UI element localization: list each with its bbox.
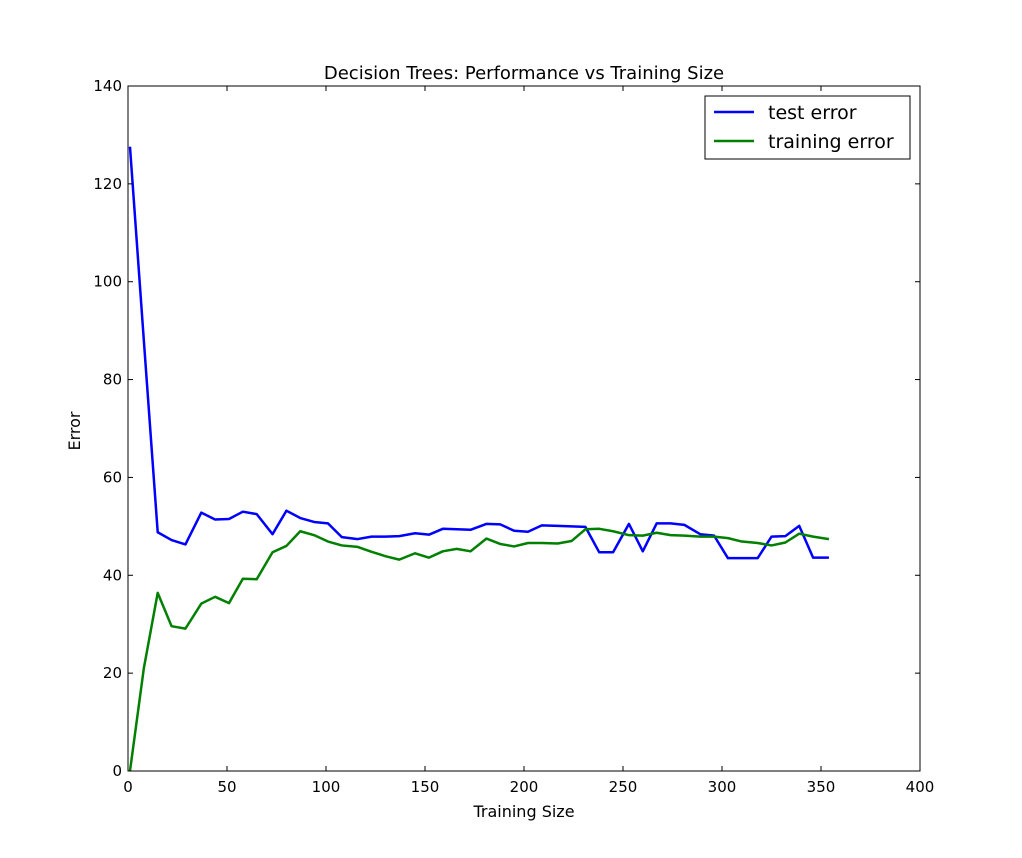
chart-title: Decision Trees: Performance vs Training … [324, 63, 724, 84]
x-tick-label: 350 [807, 778, 836, 796]
x-tick-label: 50 [217, 778, 236, 796]
x-tick-label: 400 [906, 778, 935, 796]
y-tick-label: 120 [93, 175, 122, 193]
x-tick-label: 100 [312, 778, 341, 796]
x-tick-label: 150 [411, 778, 440, 796]
y-tick-label: 40 [103, 566, 122, 584]
x-tick-label: 0 [123, 778, 133, 796]
plot-area [127, 85, 921, 772]
y-axis-label: Error [65, 411, 84, 450]
y-tick-label: 0 [112, 762, 122, 780]
y-tick-label: 20 [103, 664, 122, 682]
y-tick-label: 140 [93, 77, 122, 95]
x-axis-label: Training Size [472, 802, 574, 821]
ticks-layer: 0 50 100 150 200 250 300 350 400 0 20 40 60 80 100 120 1… [93, 77, 934, 796]
legend-box [704, 95, 911, 160]
x-tick-label: 300 [708, 778, 737, 796]
legend-entry-label: training error [768, 131, 894, 153]
series-line-training-error [128, 527, 830, 772]
legend: test error training error [704, 95, 911, 160]
x-tick-label: 250 [609, 778, 638, 796]
y-tick-label: 80 [103, 371, 122, 389]
plot-frame [127, 85, 921, 772]
series-layer [128, 146, 830, 772]
legend-entry-label: test error [768, 102, 857, 124]
x-tick-label: 200 [510, 778, 539, 796]
y-tick-label: 60 [103, 468, 122, 486]
y-tick-label: 100 [93, 273, 122, 291]
